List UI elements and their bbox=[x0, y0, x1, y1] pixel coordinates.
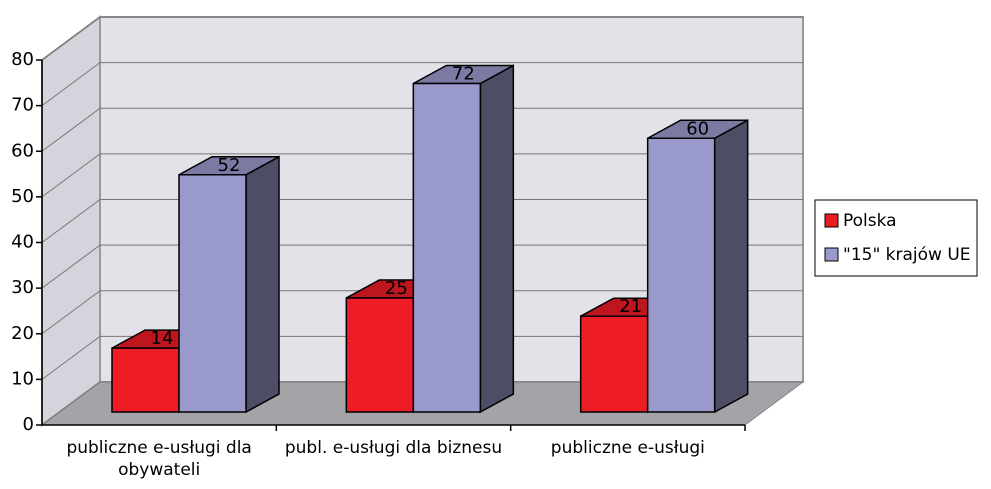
grid-line bbox=[41, 153, 101, 198]
bar bbox=[412, 82, 482, 413]
y-tick-label: 70 bbox=[11, 95, 34, 116]
y-tick-label: 20 bbox=[11, 323, 34, 344]
bar-side bbox=[713, 118, 749, 414]
bar bbox=[646, 137, 716, 413]
bar bbox=[111, 347, 180, 413]
value-label: 60 bbox=[686, 118, 709, 139]
x-tick-label: publiczne e-usługi dla obywateli bbox=[66, 438, 252, 480]
bar bbox=[345, 297, 415, 413]
bar bbox=[579, 315, 649, 413]
grid-line bbox=[41, 244, 101, 289]
bar-side bbox=[245, 155, 280, 414]
legend-label: Polska bbox=[843, 211, 897, 231]
y-tick-label: 60 bbox=[11, 140, 34, 161]
grid-line bbox=[41, 62, 101, 107]
y-tick-label: 0 bbox=[23, 414, 34, 435]
y-tick-label: 30 bbox=[11, 277, 34, 298]
legend-swatch bbox=[824, 247, 839, 262]
grid-line bbox=[41, 107, 101, 152]
grid-line bbox=[41, 290, 101, 335]
legend-label: "15" krajów UE bbox=[843, 245, 971, 265]
value-label: 14 bbox=[151, 328, 174, 349]
grid-line bbox=[41, 381, 101, 426]
y-tick-label: 40 bbox=[11, 232, 34, 253]
y-tick-label: 10 bbox=[11, 368, 34, 389]
y-tick-label: 50 bbox=[11, 186, 34, 207]
x-tick-label: publiczne e-usługi bbox=[550, 438, 705, 458]
y-tick-label: 80 bbox=[11, 49, 34, 70]
value-label: 52 bbox=[218, 155, 241, 176]
value-label: 25 bbox=[385, 278, 408, 299]
legend-swatch bbox=[824, 213, 839, 228]
legend-box bbox=[814, 199, 978, 277]
value-label: 72 bbox=[452, 64, 475, 85]
grid-line bbox=[41, 199, 101, 243]
bar bbox=[178, 174, 247, 413]
grid-line bbox=[41, 335, 101, 380]
grid-line bbox=[41, 16, 101, 61]
bar-side bbox=[479, 64, 515, 414]
x-tick-label: publ. e-usługi dla biznesu bbox=[284, 438, 503, 458]
value-label: 21 bbox=[619, 296, 642, 317]
